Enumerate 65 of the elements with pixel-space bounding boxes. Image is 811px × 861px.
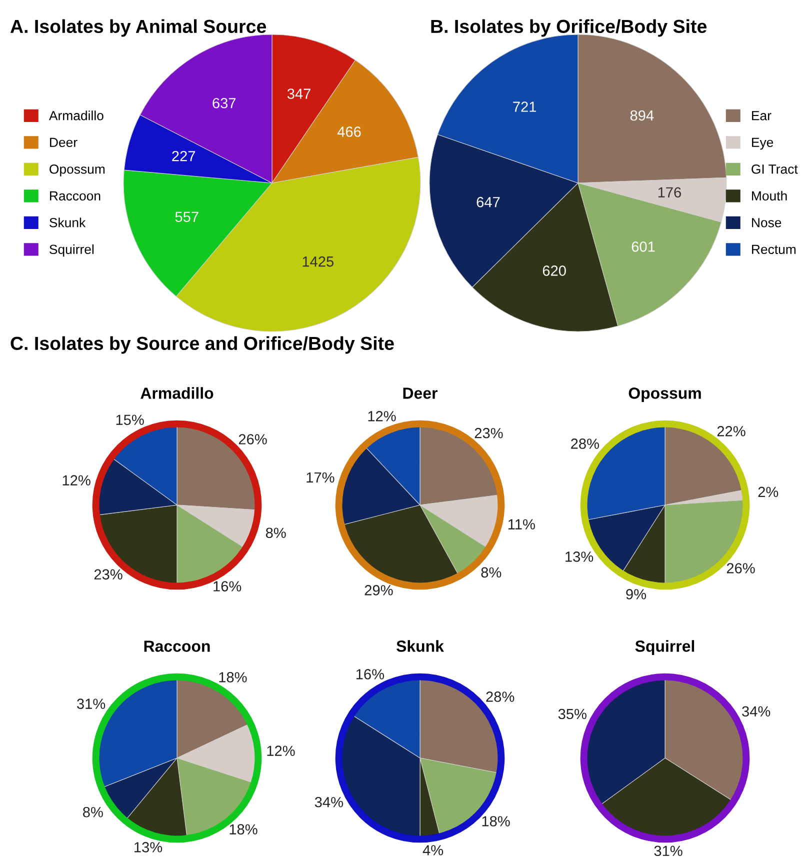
chart-title: Opossum [628,388,701,402]
legend-label: GI Tract [752,164,798,174]
data-label: 347 [287,88,310,99]
data-label: 34% [314,796,343,808]
data-label: 26% [238,434,267,444]
data-label: 12% [62,475,90,486]
data-label: 466 [337,126,361,137]
data-label: 23% [474,428,503,438]
data-label: 28% [571,438,599,449]
data-label: 22% [717,426,746,436]
data-label: 8% [481,567,502,578]
data-label: 23% [94,569,122,580]
data-label: 18% [219,672,247,682]
data-label: 26% [726,563,755,574]
legend-label: Nose [752,218,782,228]
data-label: 18% [482,816,510,826]
data-label: 1425 [302,256,334,267]
data-label: 16% [214,581,242,592]
legend-label: Eye [752,138,774,150]
data-label: 8% [266,528,286,538]
data-label: 31% [77,698,106,709]
data-label: 637 [212,98,236,108]
data-label: 721 [513,102,536,112]
chart-title: Raccoon [144,640,210,652]
data-label: 11% [508,519,535,530]
data-label: 18% [230,824,258,834]
data-label: 31% [654,846,682,856]
data-label: 227 [172,150,196,162]
data-label: 2% [758,486,778,498]
legend-label: Skunk [50,218,86,228]
chart-title: Armadillo [140,387,214,399]
legend-label: Armadillo [48,110,104,120]
data-label: 647 [476,196,500,208]
legend-label: Ear [752,111,772,120]
chart-title: Skunk [396,640,444,652]
data-label: 9% [626,589,646,600]
chart-title: A. Isolates by Animal Source [10,19,266,37]
data-label: 176 [658,187,681,198]
legend-label: Mouth [752,190,787,201]
data-label: 894 [630,110,654,121]
data-label: 12% [267,746,295,756]
legend-label: Raccoon [50,191,100,201]
data-label: 8% [83,806,103,818]
data-label: 15% [116,414,144,425]
data-label: 601 [632,242,655,252]
legend-label: Deer [50,138,78,148]
data-label: 13% [566,552,594,562]
data-label: 35% [558,708,586,720]
data-label: 28% [486,692,514,702]
data-label: 34% [742,706,770,717]
text: C. Isolates by Source and Orifice/Body Site [10,336,394,354]
chart-title: Deer [403,388,438,399]
data-label: 16% [356,669,384,680]
chart-title: B. Isolates by Orifice/Body Site [431,19,707,37]
data-label: 557 [175,212,198,222]
data-label: 29% [364,585,393,596]
legend-label: Squirrel [50,244,94,257]
data-label: 13% [134,842,162,852]
data-label: 12% [368,411,396,422]
data-label: 4% [422,845,444,856]
legend-label: Rectum [752,244,796,254]
data-label: 17% [306,472,334,483]
legend-label: Opossum [50,164,105,176]
data-label: 620 [542,266,566,276]
chart-title: Squirrel [635,640,694,656]
